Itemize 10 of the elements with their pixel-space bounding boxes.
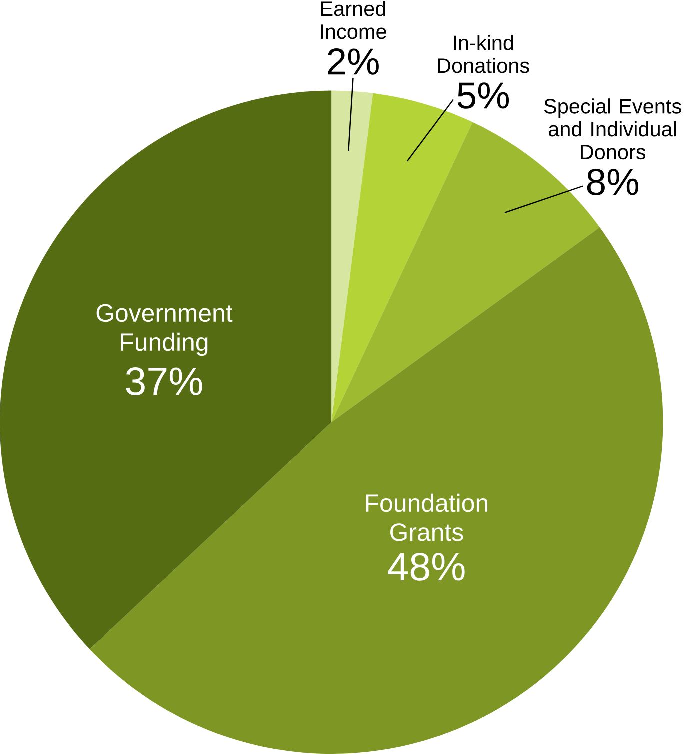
slice-label: Special Events and Individual Donors	[544, 98, 682, 160]
slice-label: Government Funding	[96, 304, 233, 356]
slice-label: Earned Income	[321, 1, 386, 40]
data-label: 48%	[388, 552, 465, 581]
data-label: 8%	[587, 168, 639, 196]
slice-label: In-kind Donations	[438, 35, 530, 74]
data-label: 37%	[126, 368, 202, 396]
slice-label: Foundation Grants	[366, 494, 488, 542]
data-label: 5%	[458, 82, 510, 109]
data-label: 2%	[328, 48, 379, 75]
